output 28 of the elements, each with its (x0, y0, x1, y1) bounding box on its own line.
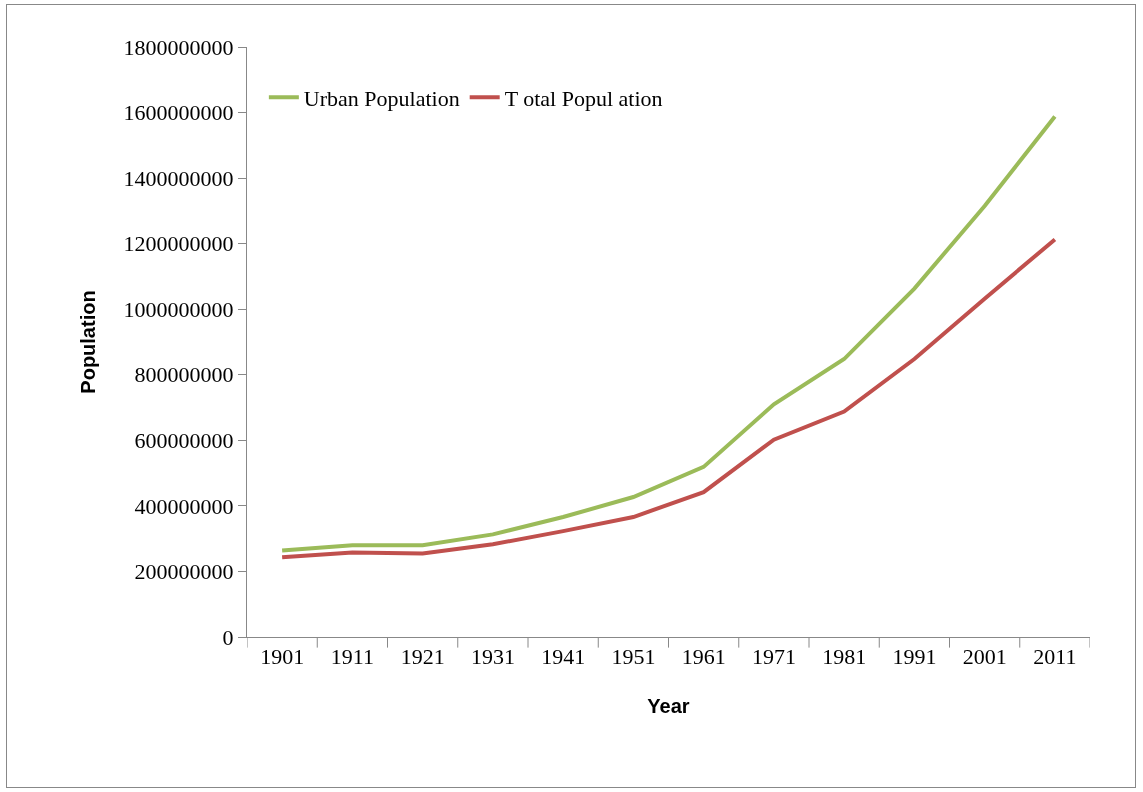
y-tick-label: 800000000 (134, 362, 234, 388)
line-series (280, 114, 1057, 553)
x-tick-label: 1911 (330, 644, 374, 670)
x-tick-label: 1951 (611, 644, 656, 670)
y-axis-title: Population (77, 290, 100, 394)
y-tick-label: 400000000 (134, 493, 234, 519)
y-tick-label: 600000000 (134, 428, 234, 454)
x-tick-label: 1941 (541, 644, 586, 670)
y-tick-label: 1800000000 (123, 34, 234, 60)
x-tick-label: 1931 (470, 644, 515, 670)
x-tick-label: 1921 (400, 644, 445, 670)
x-axis-title: Year (647, 694, 690, 717)
x-tick-label: 1981 (822, 644, 867, 670)
x-tick-label: 2001 (962, 644, 1007, 670)
y-tick-label: 1200000000 (123, 231, 234, 257)
y-tick-label: 1600000000 (123, 100, 234, 126)
x-tick-label: 2011 (1033, 644, 1077, 670)
y-tick-label: 1400000000 (123, 165, 234, 191)
x-tick-label: 1991 (892, 644, 937, 670)
x-tick-label: 1971 (751, 644, 796, 670)
y-tick-label: 200000000 (134, 559, 234, 585)
legend-label: Urban Population (303, 85, 460, 111)
y-tick-label: 0 (222, 624, 234, 650)
x-tick-label: 1961 (681, 644, 726, 670)
y-tick-label: 1000000000 (123, 296, 234, 322)
legend-label: T otal Popul ation (504, 85, 663, 111)
x-tick-label: 1901 (260, 644, 305, 670)
line-series (280, 237, 1057, 560)
